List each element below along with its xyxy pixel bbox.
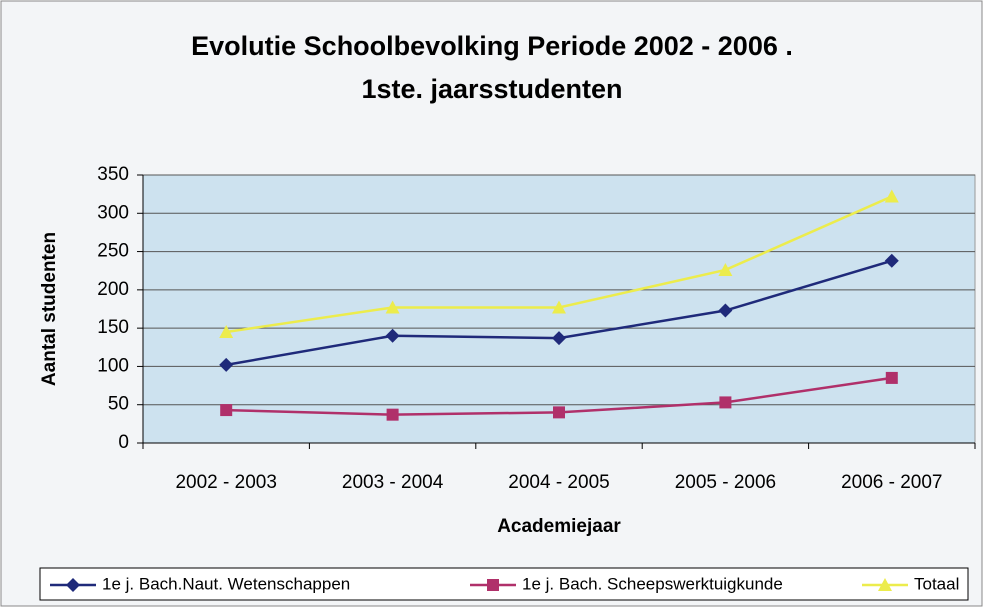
chart-title: Evolutie Schoolbevolking Periode 2002 - … — [191, 31, 793, 61]
y-tick-label: 350 — [97, 164, 129, 185]
y-tick-label: 300 — [97, 202, 129, 223]
y-tick-label: 100 — [97, 355, 129, 376]
data-point — [219, 324, 234, 338]
data-point — [553, 406, 565, 419]
data-point — [884, 253, 899, 268]
data-point — [718, 262, 733, 276]
legend-marker — [66, 578, 80, 592]
x-tick-label: 2003 - 2004 — [342, 472, 444, 493]
y-tick-label: 200 — [97, 279, 129, 300]
x-tick-label: 2004 - 2005 — [508, 472, 609, 493]
data-point — [219, 357, 234, 372]
data-point — [220, 404, 233, 417]
x-tick-label: 2006 - 2007 — [841, 472, 942, 493]
legend-marker — [487, 579, 499, 591]
x-tick-label: 2005 - 2006 — [675, 472, 776, 493]
legend-label: 1e j. Bach. Scheepswerktuigkunde — [522, 574, 783, 593]
y-tick-label: 250 — [97, 241, 129, 262]
x-tick-label: 2002 - 2003 — [175, 472, 276, 493]
chart-subtitle: 1ste. jaarsstudenten — [361, 74, 622, 104]
data-point — [885, 371, 898, 384]
data-point — [552, 300, 566, 314]
data-point — [385, 300, 400, 314]
y-axis-label: Aantal studenten — [39, 232, 60, 386]
legend-label: 1e j. Bach.Naut. Wetenschappen — [102, 574, 350, 593]
x-axis-label: Academiejaar — [497, 516, 621, 537]
data-point — [718, 303, 733, 318]
y-tick-label: 150 — [97, 317, 129, 338]
data-point — [719, 396, 732, 409]
y-tick-label: 0 — [118, 432, 129, 453]
data-point — [386, 408, 399, 421]
legend-marker — [878, 578, 892, 591]
legend-label: Totaal — [914, 574, 959, 593]
data-point — [552, 331, 566, 346]
y-tick-label: 50 — [108, 394, 129, 415]
data-point — [884, 189, 899, 203]
data-point — [385, 328, 400, 343]
